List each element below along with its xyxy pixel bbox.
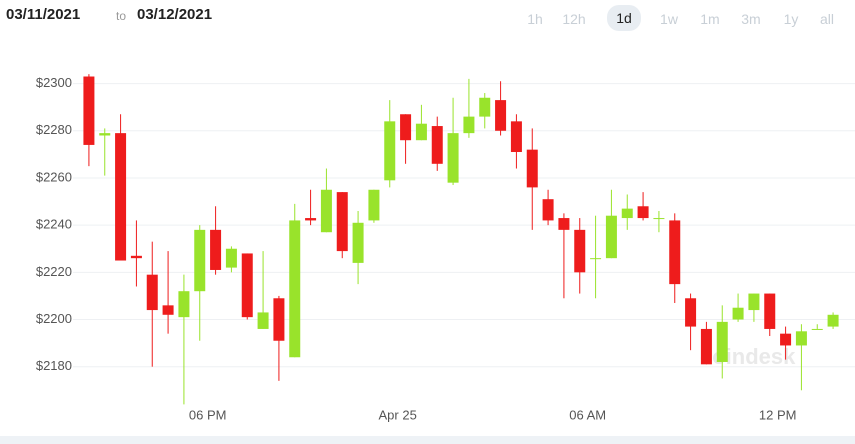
candle-body — [764, 293, 776, 329]
candle-body — [526, 149, 538, 188]
candle-body — [336, 192, 348, 252]
y-tick-label: $2200 — [36, 311, 72, 326]
from-date[interactable]: 03/11/2021 — [6, 6, 81, 23]
to-date[interactable]: 03/12/2021 — [137, 6, 213, 23]
candle-body — [621, 208, 633, 219]
candle-body — [542, 199, 554, 221]
candle-body — [447, 133, 459, 183]
x-tick-label: Apr 25 — [379, 407, 417, 422]
candle-body — [700, 328, 712, 365]
candle-body — [780, 333, 792, 346]
candle-body — [811, 328, 823, 330]
range-button[interactable]: 1h — [527, 11, 543, 27]
candle-body — [827, 314, 839, 327]
separator: to — [116, 9, 127, 23]
candle-body — [178, 291, 190, 318]
candle-body — [257, 312, 269, 329]
candle-body — [130, 255, 142, 259]
y-tick-label: $2240 — [36, 217, 72, 232]
candle-body — [400, 114, 412, 141]
candle-body — [146, 274, 158, 311]
candle-body — [637, 206, 649, 219]
candle-body — [653, 218, 665, 220]
candle-body — [289, 220, 301, 358]
candle-body — [415, 123, 427, 141]
watermark: coindesk — [700, 344, 796, 369]
candle-body — [685, 298, 697, 327]
candle-body — [210, 229, 222, 270]
candle-body — [99, 133, 111, 136]
candle-body — [732, 307, 744, 320]
candle-body — [384, 121, 396, 181]
candle-body — [590, 258, 602, 260]
candle-body — [748, 293, 760, 311]
candle-body — [273, 298, 285, 341]
candle-body — [479, 97, 491, 117]
x-tick-label: 06 PM — [189, 407, 227, 422]
candle-body — [320, 189, 332, 233]
candle-body — [605, 215, 617, 259]
candle-body — [574, 229, 586, 273]
candle-body — [241, 253, 253, 318]
candle-body — [463, 116, 475, 134]
range-button[interactable]: 1m — [700, 11, 720, 27]
x-tick-label: 06 AM — [569, 407, 606, 422]
footer-band — [0, 436, 855, 444]
candle-body — [225, 248, 237, 268]
y-tick-label: $2180 — [36, 358, 72, 373]
range-button[interactable]: 1y — [783, 11, 799, 27]
candle-body — [194, 229, 206, 292]
candle-body — [115, 133, 127, 261]
range-button[interactable]: 1w — [660, 11, 678, 27]
range-button[interactable]: 3m — [741, 11, 761, 27]
candle-body — [352, 222, 364, 263]
y-tick-label: $2300 — [36, 75, 72, 90]
candle-body — [558, 218, 570, 230]
candle-body — [495, 100, 507, 131]
candle-body — [305, 218, 317, 221]
y-tick-label: $2280 — [36, 122, 72, 137]
candle-body — [431, 126, 443, 164]
candle-body — [669, 220, 681, 285]
candle-body — [716, 321, 728, 362]
range-button[interactable]: 12h — [562, 11, 586, 27]
candle-body — [510, 121, 522, 153]
candle-body — [795, 331, 807, 346]
candle-body — [162, 305, 174, 315]
candle-body — [368, 189, 380, 221]
candle-body — [83, 76, 95, 145]
range-button[interactable]: all — [819, 11, 834, 27]
x-tick-label: 12 PM — [759, 407, 797, 422]
header: 03/11/2021 to 03/12/2021 1h 12h 1d 1w 1m 3m 1y… — [0, 0, 855, 36]
range-button[interactable]: 1d — [607, 5, 641, 31]
y-tick-label: $2220 — [36, 264, 72, 279]
y-tick-label: $2260 — [36, 169, 72, 184]
